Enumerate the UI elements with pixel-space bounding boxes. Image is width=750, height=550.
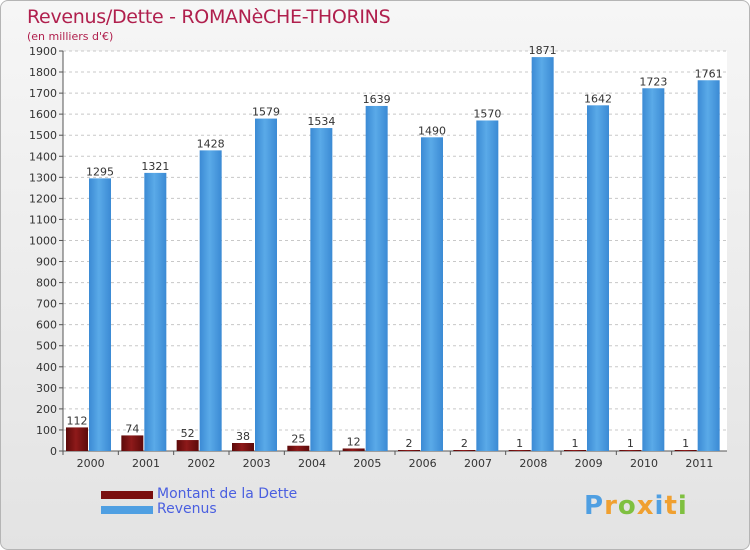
x-tick-label: 2005 — [353, 457, 381, 470]
revenue-bar — [697, 80, 720, 452]
debt-bar — [176, 440, 199, 451]
y-tick-label: 100 — [36, 424, 57, 437]
x-tick-label: 2006 — [409, 457, 437, 470]
y-tick-label: 300 — [36, 382, 57, 395]
revenue-bar — [255, 118, 277, 451]
debt-bar — [564, 450, 586, 451]
legend-label-dette: Montant de la Dette — [157, 486, 298, 502]
x-tick-label: 2002 — [187, 457, 215, 470]
y-tick-label: 0 — [50, 445, 57, 458]
debt-bar — [121, 435, 144, 451]
proxiti-logo: Proxiti — [584, 491, 688, 521]
y-tick-label: 700 — [36, 298, 57, 311]
y-tick-label: 1500 — [29, 129, 57, 142]
debt-value-label: 1 — [572, 437, 579, 450]
chart-subtitle: (en milliers d'€) — [27, 30, 114, 43]
revenue-value-label: 1761 — [695, 67, 723, 80]
logo-letter: x — [636, 491, 655, 521]
y-tick-label: 500 — [36, 340, 57, 353]
revenue-value-label: 1428 — [197, 137, 225, 150]
debt-bar — [66, 427, 88, 451]
debt-value-label: 52 — [181, 427, 195, 440]
debt-value-label: 25 — [291, 433, 305, 446]
logo-letter: P — [584, 491, 605, 521]
y-tick-label: 1400 — [29, 150, 57, 163]
logo-letter: t — [664, 491, 678, 521]
x-tick-label: 2004 — [298, 457, 326, 470]
revenue-bar — [199, 150, 222, 452]
y-tick-label: 1200 — [29, 192, 57, 205]
debt-bar — [342, 448, 365, 451]
debt-bar — [508, 450, 531, 451]
chart-title: Revenus/Dette - ROMANèCHE-THORINS — [27, 6, 391, 28]
debt-bar — [232, 443, 254, 451]
y-tick-label: 1600 — [29, 108, 57, 121]
x-tick-label: 2001 — [132, 457, 160, 470]
revenue-bar — [531, 57, 554, 452]
x-tick-label: 2007 — [464, 457, 492, 470]
debt-value-label: 1 — [627, 437, 634, 450]
x-tick-label: 2010 — [630, 457, 658, 470]
logo-letter: r — [604, 491, 618, 521]
debt-bar — [287, 445, 310, 451]
debt-value-label: 1 — [516, 437, 523, 450]
revenue-bar — [365, 105, 388, 452]
y-tick-label: 200 — [36, 403, 57, 416]
revenue-bar — [587, 105, 609, 451]
x-tick-label: 2003 — [243, 457, 271, 470]
revenue-value-label: 1295 — [86, 165, 114, 178]
y-tick-label: 1700 — [29, 87, 57, 100]
legend-swatch-dette — [101, 491, 153, 499]
y-tick-label: 1100 — [29, 213, 57, 226]
y-tick-label: 1800 — [29, 66, 57, 79]
y-tick-label: 900 — [36, 256, 57, 269]
revenue-value-label: 1723 — [639, 75, 667, 88]
logo-letter: i — [654, 491, 665, 521]
x-tick-label: 2009 — [575, 457, 603, 470]
x-tick-label: 2011 — [685, 457, 713, 470]
revenue-bar — [144, 172, 167, 452]
revenue-bar — [642, 88, 665, 452]
revenue-value-label: 1534 — [307, 115, 335, 128]
logo-letter: o — [617, 491, 637, 521]
y-tick-label: 1000 — [29, 234, 57, 247]
revenue-bar — [476, 120, 499, 451]
legend-label-revenus: Revenus — [157, 501, 217, 517]
debt-bar — [398, 450, 420, 451]
plot-area — [63, 51, 727, 451]
legend-swatch-revenus — [101, 506, 153, 514]
x-tick-label: 2008 — [519, 457, 547, 470]
revenue-value-label: 1639 — [363, 93, 391, 106]
revenue-value-label: 1642 — [584, 92, 612, 105]
debt-value-label: 2 — [461, 437, 468, 450]
y-tick-label: 1900 — [29, 45, 57, 58]
debt-value-label: 112 — [67, 414, 88, 427]
revenue-value-label: 1570 — [473, 107, 501, 120]
x-tick-label: 2000 — [77, 457, 105, 470]
debt-value-label: 1 — [682, 437, 689, 450]
debt-value-label: 74 — [125, 422, 139, 435]
revenue-bar — [89, 178, 111, 452]
y-tick-label: 400 — [36, 361, 57, 374]
y-tick-label: 1300 — [29, 171, 57, 184]
revenue-value-label: 1579 — [252, 106, 280, 119]
debt-bar — [674, 450, 697, 451]
debt-bar — [619, 450, 642, 451]
debt-value-label: 12 — [347, 435, 361, 448]
debt-value-label: 2 — [406, 437, 413, 450]
y-tick-label: 800 — [36, 277, 57, 290]
revenue-value-label: 1490 — [418, 124, 446, 137]
y-tick-label: 600 — [36, 319, 57, 332]
revenue-bar — [421, 137, 443, 451]
debt-bar — [453, 450, 476, 451]
debt-value-label: 38 — [236, 430, 250, 443]
revenue-value-label: 1321 — [141, 160, 169, 173]
revenue-bar — [310, 128, 333, 451]
revenue-value-label: 1871 — [529, 44, 557, 57]
logo-letter: i — [677, 491, 688, 521]
